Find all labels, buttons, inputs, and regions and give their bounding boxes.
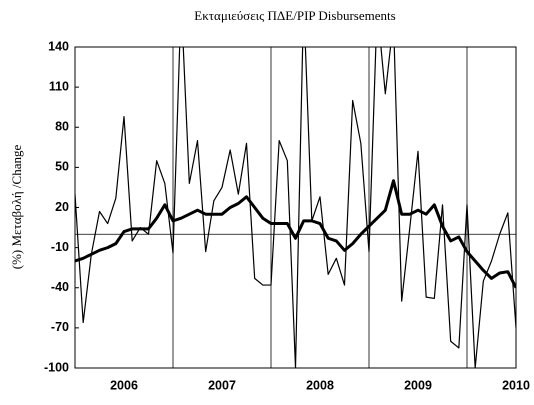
y-tick-label: 110 — [49, 79, 69, 93]
x-tick-label: 2008 — [306, 378, 334, 392]
series-line — [75, 47, 516, 368]
x-tick-label: 2010 — [502, 378, 530, 392]
y-tick-label: -10 — [51, 240, 69, 254]
y-tick-label: -100 — [44, 360, 69, 374]
y-axis-label: (%) Μεταβολή /Change — [9, 145, 24, 270]
x-tick-label: 2007 — [208, 378, 236, 392]
y-tick-label: -40 — [51, 280, 69, 294]
y-tick-label: 20 — [55, 200, 69, 214]
plot-area — [75, 47, 516, 368]
y-tick-label: 140 — [48, 39, 69, 53]
chart-title: Εκταμιεύσεις ΠΔΕ/PIP Disbursements — [194, 8, 395, 23]
x-tick-label: 2006 — [110, 378, 138, 392]
series-line — [75, 179, 516, 289]
y-tick-label: -70 — [51, 320, 69, 334]
x-tick-label: 2009 — [404, 378, 432, 392]
y-tick-label: 80 — [55, 120, 69, 134]
y-tick-label: 50 — [55, 160, 69, 174]
